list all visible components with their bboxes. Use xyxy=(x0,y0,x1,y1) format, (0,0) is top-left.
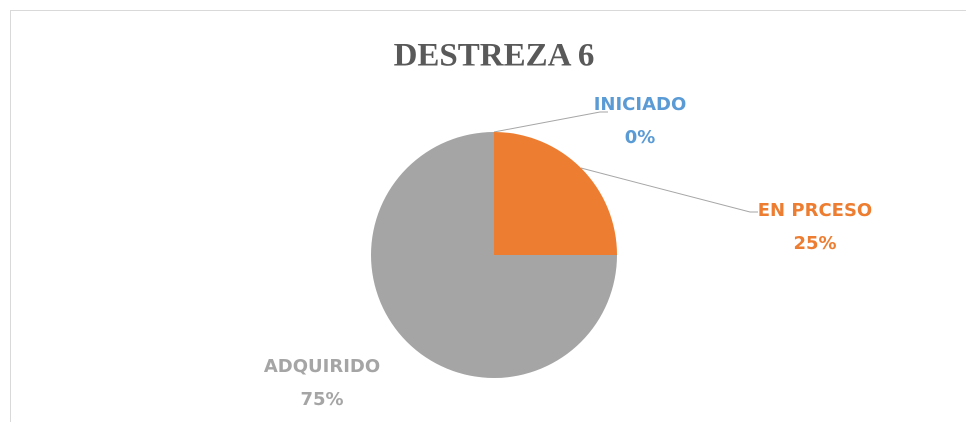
chart-title: DESTREZA 6 xyxy=(394,38,595,74)
slice-value-label: 25% xyxy=(793,233,836,254)
pie-slice xyxy=(494,132,617,255)
slice-label: INICIADO xyxy=(594,94,687,115)
leader-line xyxy=(580,167,758,213)
slice-label: EN PRCESO xyxy=(758,200,872,221)
slice-value-label: 0% xyxy=(625,127,656,148)
slice-value-label: 75% xyxy=(300,389,343,410)
slice-label: ADQUIRIDO xyxy=(264,356,380,377)
leader-line xyxy=(493,111,608,133)
pie-slice xyxy=(371,132,617,378)
